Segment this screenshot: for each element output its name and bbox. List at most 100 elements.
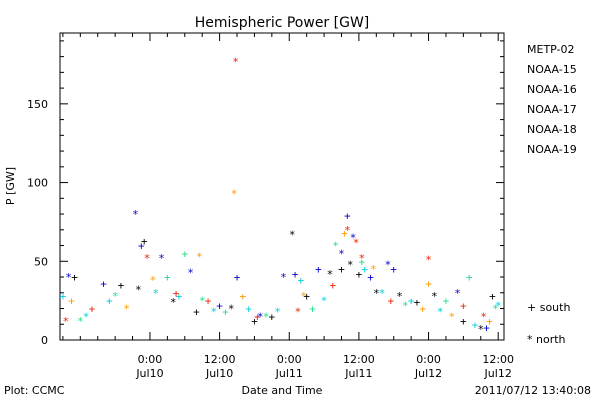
symbol-legend-entry: * north — [527, 333, 566, 346]
data-point: + — [425, 277, 432, 290]
data-point: + — [269, 310, 276, 323]
data-point: * — [123, 303, 130, 316]
data-point: * — [112, 290, 119, 303]
legend-entry: NOAA-17 — [527, 103, 577, 116]
data-point: * — [358, 252, 365, 265]
data-point: * — [295, 306, 302, 319]
data-point: + — [388, 295, 395, 308]
legend: METP-02 NOAA-15 NOAA-16 NOAA-17 NOAA-18 NOAA-… — [527, 43, 577, 346]
x-tick-date-label: Jul12 — [484, 367, 512, 380]
data-point: + — [60, 290, 67, 303]
legend-entry: NOAA-18 — [527, 123, 577, 136]
data-point: * — [231, 188, 238, 201]
data-point: * — [280, 271, 287, 284]
legend-entry: NOAA-19 — [527, 143, 577, 156]
data-point: + — [390, 263, 397, 276]
data-point: * — [289, 229, 296, 242]
data-point: + — [298, 274, 305, 287]
y-axis-label: P [GW] — [4, 167, 17, 205]
data-point: * — [448, 310, 455, 323]
data-point: * — [263, 310, 270, 323]
data-point: * — [437, 306, 444, 319]
plot-frame — [59, 32, 505, 341]
data-point: + — [367, 271, 374, 284]
data-point: * — [353, 236, 360, 249]
data-point: + — [141, 235, 148, 248]
data-point: * — [150, 274, 157, 287]
y-tick-label: 0 — [41, 334, 48, 347]
data-point: + — [303, 290, 310, 303]
data-point: * — [257, 310, 264, 323]
data-point: + — [251, 315, 258, 328]
data-point: + — [205, 295, 212, 308]
data-point: + — [315, 263, 322, 276]
data-point: + — [472, 318, 479, 331]
data-point: + — [176, 290, 183, 303]
data-point: + — [408, 295, 415, 308]
data-point: * — [62, 315, 69, 328]
data-point: + — [344, 210, 351, 223]
data-point: + — [118, 279, 125, 292]
data-point: + — [68, 295, 75, 308]
data-point: * — [480, 310, 487, 323]
x-tick-time-label: 12:00 — [204, 353, 236, 366]
data-point: * — [300, 290, 307, 303]
x-tick-time-label: 0:00 — [277, 353, 302, 366]
data-point: * — [338, 247, 345, 260]
data-point: + — [71, 271, 78, 284]
data-point: * — [132, 208, 139, 221]
data-point: + — [292, 268, 299, 281]
data-point: * — [431, 290, 438, 303]
data-point: * — [344, 224, 351, 237]
data-point: * — [370, 263, 377, 276]
data-point: * — [199, 295, 206, 308]
data-point: * — [83, 310, 90, 323]
data-point: * — [402, 299, 409, 312]
data-point: + — [466, 271, 473, 284]
data-point: * — [327, 268, 334, 281]
data-point: + — [216, 299, 223, 312]
symbol-legend-entry: + south — [527, 301, 570, 314]
x-tick-date-label: Jul12 — [414, 367, 442, 380]
data-point: + — [164, 271, 171, 284]
data-point: + — [245, 303, 252, 316]
x-tick-date-label: Jul10 — [135, 367, 163, 380]
data-point: + — [460, 299, 467, 312]
data-point: * — [385, 258, 392, 271]
data-point: + — [240, 290, 247, 303]
data-point: * — [454, 287, 461, 300]
y-tick-label: 150 — [27, 98, 48, 111]
data-point: + — [309, 303, 316, 316]
legend-entry: METP-02 — [527, 43, 575, 56]
data-point: * — [425, 254, 432, 267]
data-point: + — [181, 247, 188, 260]
data-point: * — [187, 266, 194, 279]
x-tick-time-label: 0:00 — [416, 353, 441, 366]
x-axis: 0:00Jul1012:00Jul100:00Jul1112:00Jul110:… — [62, 33, 514, 380]
data-point: + — [193, 306, 200, 319]
legend-entry: NOAA-16 — [527, 83, 577, 96]
legend-entry: NOAA-15 — [527, 63, 577, 76]
chart-title: Hemispheric Power [GW] — [195, 15, 370, 31]
data-point: * — [65, 271, 72, 284]
data-point: * — [210, 306, 217, 319]
data-point: * — [144, 252, 151, 265]
data-point: + — [338, 263, 345, 276]
data-point: + — [222, 306, 229, 319]
data-point: * — [135, 284, 142, 297]
data-point: + — [106, 295, 113, 308]
data-point: + — [356, 268, 363, 281]
data-point: + — [361, 263, 368, 276]
data-point: + — [419, 303, 426, 316]
data-point: * — [77, 315, 84, 328]
data-point: + — [254, 310, 261, 323]
x-tick-date-label: Jul11 — [275, 367, 303, 380]
x-axis-label: Date and Time — [242, 384, 323, 397]
data-point: * — [492, 303, 499, 316]
y-tick-label: 50 — [34, 255, 48, 268]
data-point: * — [332, 240, 339, 253]
data-point: + — [414, 296, 421, 309]
data-point: + — [460, 315, 467, 328]
data-points: +++**+ *+ +*+* + *+* * + *+*+* +*+**++** + +*+*+* +… — [60, 55, 502, 336]
data-point: + — [483, 321, 490, 334]
